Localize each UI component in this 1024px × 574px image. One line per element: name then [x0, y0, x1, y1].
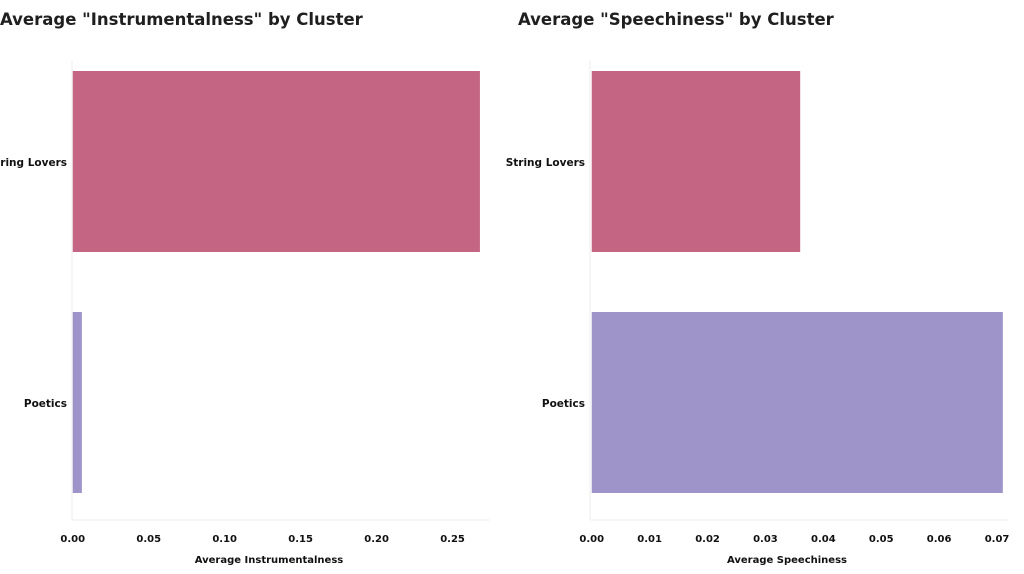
x-tick-label: 0.01	[637, 534, 662, 545]
x-axis-label: Average Instrumentalness	[195, 555, 344, 566]
x-tick-label: 0.03	[753, 534, 778, 545]
x-tick-label: 0.07	[985, 534, 1010, 545]
chart-title-instrumentalness: Average "Instrumentalness" by Cluster	[0, 10, 363, 29]
x-tick-label: 0.00	[60, 534, 85, 545]
chart-1: String Lovers Poetics 0.00 0.01 0.02 0.03 0.04…	[506, 60, 1010, 566]
chart-title-speechiness: Average "Speechiness" by Cluster	[518, 10, 834, 29]
bar-string-lovers	[591, 71, 801, 252]
x-tick-label: 0.20	[364, 534, 389, 545]
x-tick-label: 0.00	[579, 534, 604, 545]
x-tick-label: 0.05	[136, 534, 161, 545]
x-tick-label: 0.02	[695, 534, 720, 545]
x-tick-label: 0.06	[927, 534, 952, 545]
bar-string-lovers	[72, 71, 480, 252]
chart-0: String Lovers Poetics 0.00 0.05 0.10 0.15 0.20…	[0, 60, 490, 566]
category-label: Poetics	[542, 398, 585, 410]
x-tick-label: 0.04	[811, 534, 836, 545]
x-tick-label: 0.10	[212, 534, 237, 545]
x-tick-label: 0.15	[288, 534, 313, 545]
bar-poetics	[591, 312, 1003, 493]
category-label: String Lovers	[506, 157, 585, 169]
x-tick-label: 0.25	[440, 534, 465, 545]
category-label: String Lovers	[0, 157, 67, 169]
bar-poetics	[72, 312, 82, 493]
x-axis-label: Average Speechiness	[727, 555, 847, 566]
x-tick-label: 0.05	[869, 534, 894, 545]
category-label: Poetics	[24, 398, 67, 410]
